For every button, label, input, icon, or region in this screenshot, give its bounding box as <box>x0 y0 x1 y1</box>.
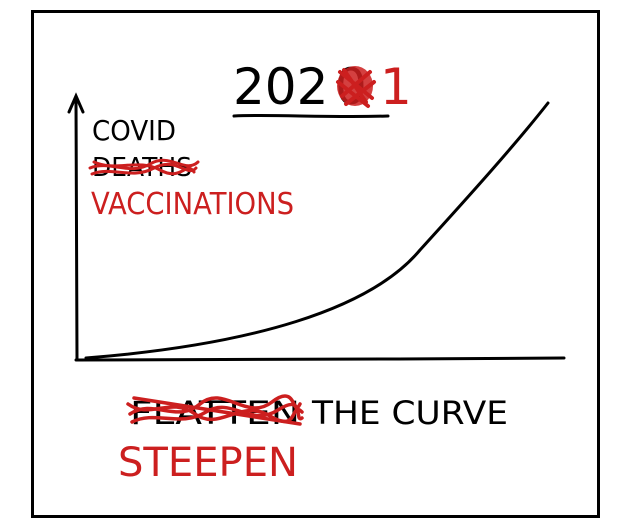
caption-scribble <box>126 394 304 426</box>
y-axis-label: COVID DEATHS VACCINATIONS <box>88 114 294 222</box>
y-label-scribble <box>88 158 200 176</box>
y-axis <box>74 98 79 362</box>
axes <box>67 92 566 362</box>
title-underline <box>232 113 390 119</box>
title-digit-scribble <box>336 66 376 108</box>
y-label-covid: COVID <box>92 114 176 147</box>
growth-curve <box>84 101 550 360</box>
x-axis <box>74 356 566 362</box>
caption-replacement: STEEPEN <box>118 440 298 486</box>
title-new-digit: 1 <box>380 58 412 116</box>
caption-group: FLATTEN THE CURVE STEEPEN <box>118 394 508 486</box>
title-base: 202 <box>233 58 328 116</box>
y-label-replacement: VACCINATIONS <box>91 187 294 222</box>
title-group: 202 0 1 <box>232 58 412 119</box>
caption-rest: THE CURVE <box>311 394 508 432</box>
comic-panel-border <box>31 10 600 518</box>
y-axis-arrowhead <box>67 92 85 114</box>
